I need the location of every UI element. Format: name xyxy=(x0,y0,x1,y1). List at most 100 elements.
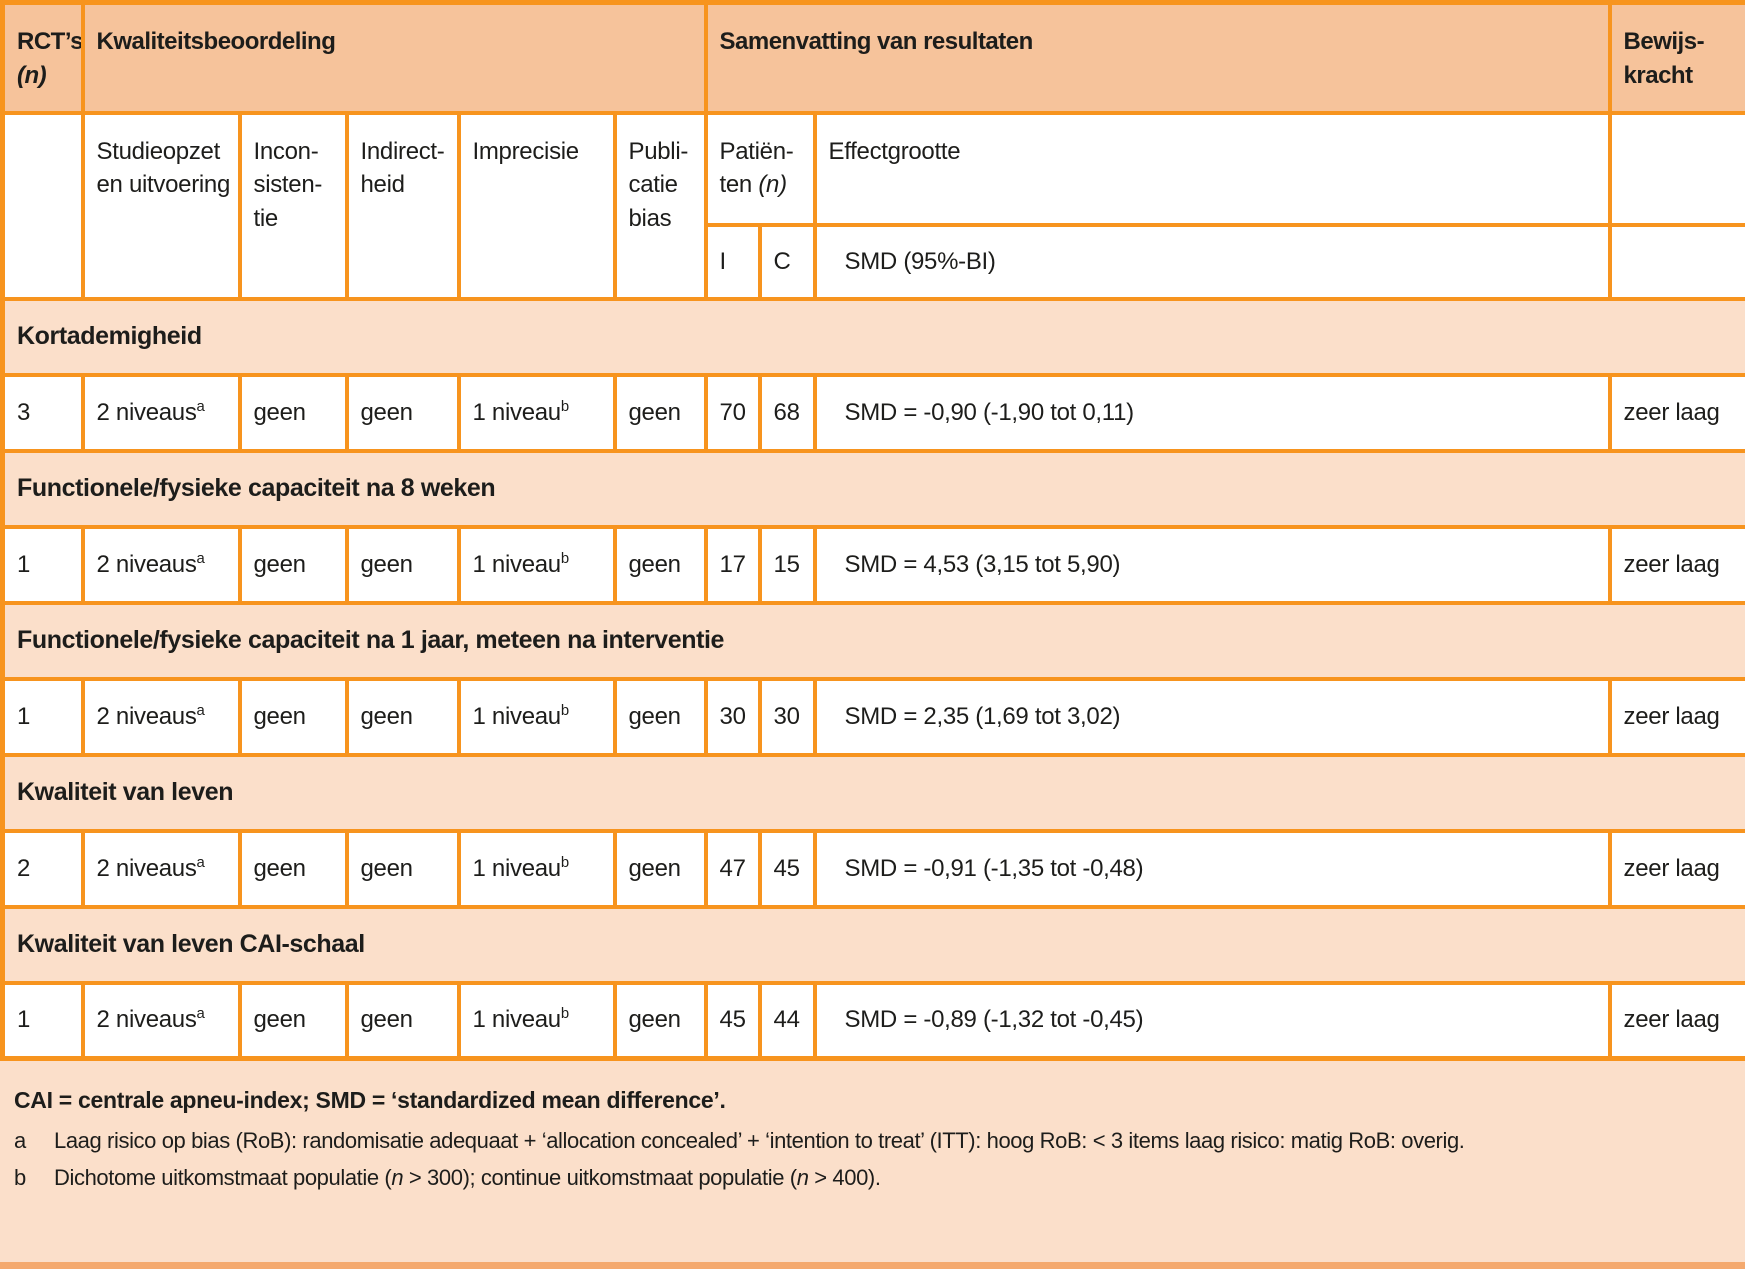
imprecisie-value: 1 niveau xyxy=(472,550,562,578)
subheader-cell-i: I xyxy=(703,222,762,301)
table-subheader-row: Studieopzet en uitvoering Incon-sisten-t… xyxy=(0,110,1745,301)
cell-rcts: 3 xyxy=(0,372,85,453)
footnote-ref-a: a xyxy=(196,398,205,415)
footnote-ref-b: b xyxy=(560,398,570,415)
cell-inconsistentie: geen xyxy=(237,980,349,1061)
footnote-ref-b: b xyxy=(560,550,570,567)
footnote-a-text: Laag risico op bias (RoB): randomisatie … xyxy=(54,1128,1465,1153)
rcts-label: RCT’s xyxy=(17,28,83,55)
cell-patienten-i: 17 xyxy=(703,524,762,605)
cell-publicatiebias: geen xyxy=(612,828,708,909)
studieopzet-value: 2 niveaus xyxy=(96,550,197,578)
section-title: Functionele/fysieke capaciteit na 8 weke… xyxy=(0,448,1745,529)
cell-imprecisie: 1 niveaub xyxy=(456,828,617,909)
cell-publicatiebias: geen xyxy=(612,372,708,453)
cell-studieopzet: 2 niveausa xyxy=(80,676,242,757)
cell-patienten-i: 30 xyxy=(703,676,762,757)
cell-publicatiebias: geen xyxy=(612,524,708,605)
table-subheader-row-2: I C SMD (95%-BI) xyxy=(3,222,1745,301)
cell-inconsistentie: geen xyxy=(237,676,349,757)
cell-patienten-c: 68 xyxy=(757,372,817,453)
cell-bewijskracht: zeer laag xyxy=(1607,372,1745,453)
cell-studieopzet: 2 niveausa xyxy=(80,980,242,1061)
subheader-cell-patienten: Patiën-ten (n) xyxy=(703,110,817,227)
footnote-b-marker: b xyxy=(14,1165,26,1190)
cell-effectgrootte: SMD = 4,53 (3,15 tot 5,90) xyxy=(812,524,1612,605)
cell-publicatiebias: geen xyxy=(612,676,708,757)
subheader-cell-empty-right-top xyxy=(1607,110,1745,227)
subheader-cell-empty-left xyxy=(0,110,85,301)
cell-patienten-c: 15 xyxy=(757,524,817,605)
cell-inconsistentie: geen xyxy=(237,372,349,453)
footnote-a-marker: a xyxy=(14,1128,26,1153)
section-title: Functionele/fysieke capaciteit na 1 jaar… xyxy=(0,600,1745,681)
section-row-capaciteit-1-jaar: Functionele/fysieke capaciteit na 1 jaar… xyxy=(0,600,1745,681)
footnote-b-seg3: > 400). xyxy=(808,1165,881,1190)
cell-indirectheid: geen xyxy=(344,524,461,605)
cell-inconsistentie: geen xyxy=(237,524,349,605)
footnote-ref-a: a xyxy=(196,702,205,719)
section-row-kwaliteit-van-leven: Kwaliteit van leven xyxy=(0,752,1745,833)
studieopzet-value: 2 niveaus xyxy=(96,854,197,882)
grade-evidence-table: RCT’s (n) Kwaliteitsbeoordeling Samenvat… xyxy=(0,0,1745,1061)
footnote-b-n2: n xyxy=(796,1165,809,1190)
cell-bewijskracht: zeer laag xyxy=(1607,980,1745,1061)
cell-studieopzet: 2 niveausa xyxy=(80,372,242,453)
cell-imprecisie: 1 niveaub xyxy=(456,980,617,1061)
data-row-kwaliteit-van-leven-cai: 1 2 niveausa geen geen 1 niveaub geen 45… xyxy=(0,980,1745,1061)
cell-effectgrootte: SMD = -0,91 (-1,35 tot -0,48) xyxy=(812,828,1612,909)
cell-patienten-i: 47 xyxy=(703,828,762,909)
imprecisie-value: 1 niveau xyxy=(472,854,562,882)
data-row-kortademigheid: 3 2 niveausa geen geen 1 niveaub geen 70… xyxy=(0,372,1745,453)
footnote-ref-a: a xyxy=(196,550,205,567)
cell-indirectheid: geen xyxy=(344,372,461,453)
cell-patienten-c: 45 xyxy=(757,828,817,909)
footnote-a: a Laag risico op bias (RoB): randomisati… xyxy=(14,1128,1729,1154)
cell-effectgrootte: SMD = 2,35 (1,69 tot 3,02) xyxy=(812,676,1612,757)
cell-indirectheid: geen xyxy=(344,828,461,909)
cell-patienten-c: 30 xyxy=(757,676,817,757)
cell-studieopzet: 2 niveausa xyxy=(80,828,242,909)
rcts-n-label: (n) xyxy=(17,61,47,89)
studieopzet-value: 2 niveaus xyxy=(96,702,197,730)
subheader-cell-publicatiebias: Publi-catie bias xyxy=(612,110,708,301)
imprecisie-value: 1 niveau xyxy=(472,702,562,730)
section-title: Kortademigheid xyxy=(0,296,1745,377)
table-footnotes: CAI = centrale apneu-index; SMD = ‘stand… xyxy=(0,1061,1745,1262)
cell-publicatiebias: geen xyxy=(612,980,708,1061)
cell-effectgrootte: SMD = -0,90 (-1,90 tot 0,11) xyxy=(812,372,1612,453)
cell-bewijskracht: zeer laag xyxy=(1607,524,1745,605)
cell-rcts: 2 xyxy=(0,828,85,909)
cell-bewijskracht: zeer laag xyxy=(1607,828,1745,909)
cell-effectgrootte: SMD = -0,89 (-1,32 tot -0,45) xyxy=(812,980,1612,1061)
table-header-row: RCT’s (n) Kwaliteitsbeoordeling Samenvat… xyxy=(0,0,1745,115)
data-row-capaciteit-1-jaar: 1 2 niveausa geen geen 1 niveaub geen 30… xyxy=(0,676,1745,757)
patienten-label: Patiën-ten xyxy=(719,137,794,199)
section-row-kwaliteit-van-leven-cai: Kwaliteit van leven CAI-schaal xyxy=(0,904,1745,985)
footnote-ref-a: a xyxy=(196,854,205,871)
bottom-edge-divider xyxy=(0,1262,1745,1269)
header-cell-samenvatting: Samenvatting van resultaten xyxy=(703,0,1612,115)
studieopzet-value: 2 niveaus xyxy=(96,398,197,426)
studieopzet-value: 2 niveaus xyxy=(96,1006,197,1034)
cell-studieopzet: 2 niveausa xyxy=(80,524,242,605)
abbreviations-line: CAI = centrale apneu-index; SMD = ‘stand… xyxy=(14,1087,726,1113)
subheader-cell-studieopzet: Studieopzet en uitvoering xyxy=(80,110,242,301)
cell-rcts: 1 xyxy=(0,524,85,605)
footnote-ref-b: b xyxy=(560,854,570,871)
header-cell-bewijskracht: Bewijs-kracht xyxy=(1607,0,1745,115)
cell-indirectheid: geen xyxy=(344,676,461,757)
cell-bewijskracht: zeer laag xyxy=(1607,676,1745,757)
imprecisie-value: 1 niveau xyxy=(472,398,562,426)
footnote-ref-a: a xyxy=(196,1006,205,1023)
section-title: Kwaliteit van leven CAI-schaal xyxy=(0,904,1745,985)
footnote-b-text: Dichotome uitkomstmaat populatie (n > 30… xyxy=(54,1165,881,1191)
cell-patienten-i: 45 xyxy=(703,980,762,1061)
section-row-kortademigheid: Kortademigheid xyxy=(0,296,1745,377)
imprecisie-value: 1 niveau xyxy=(472,1006,562,1034)
footnote-ref-b: b xyxy=(560,702,570,719)
footnote-b-n1: n xyxy=(391,1165,404,1190)
cell-patienten-c: 44 xyxy=(757,980,817,1061)
subheader-cell-inconsistentie: Incon-sisten-tie xyxy=(237,110,349,301)
